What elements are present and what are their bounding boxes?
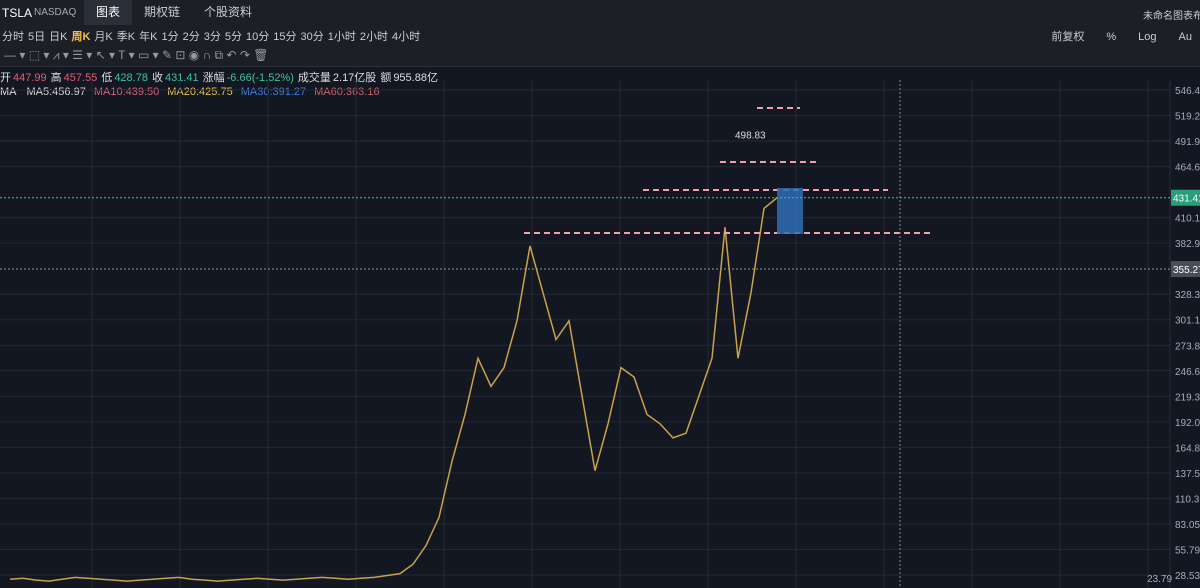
position-box <box>777 188 803 234</box>
y-tick-label: 491.95 <box>1175 137 1200 148</box>
last-price-label: 431.41 <box>1173 194 1200 205</box>
drawing-toolbar: — ▾ ⬚ ▾ ⩘ ▾ ☰ ▾ ↖ ▾ T ▾ ▭ ▾ ✎ ⊡ ◉ ∩ ⧉ ↶ … <box>0 44 1200 67</box>
quote-label: 收 <box>151 72 163 84</box>
last-price-tag <box>1171 189 1200 206</box>
tab[interactable]: 期权链 <box>144 5 181 19</box>
y-tick-label: 246.61 <box>1175 367 1200 378</box>
quote-label: 开 <box>0 72 11 84</box>
quote-value: 2.17亿股 <box>332 72 377 84</box>
high-label: 498.83 <box>735 131 766 142</box>
ma-line: MA MA5:456.97 MA10:439.50 MA20:425.75 MA30:3… <box>0 86 388 98</box>
y-tick-label: 55.79 <box>1175 545 1200 556</box>
period[interactable]: 年K <box>139 31 158 43</box>
y-tick-label: 192.09 <box>1175 418 1200 429</box>
period[interactable]: 日K <box>49 31 68 43</box>
low-label: 23.79 <box>1147 574 1172 585</box>
y-tick-label: 382.91 <box>1175 239 1200 250</box>
quote-label: 额 <box>380 72 392 84</box>
period[interactable]: 30分 <box>300 31 324 43</box>
period[interactable]: 1分 <box>161 31 179 43</box>
quote-value: 447.99 <box>13 72 47 84</box>
quote-line: 开 447.99 高 457.55 低 428.78 收 431.41 涨幅 -6.66(-1.5… <box>0 69 442 85</box>
tab[interactable]: 图表 <box>84 0 133 25</box>
quote-label: 高 <box>50 72 62 84</box>
y-tick-label: 328.39 <box>1175 290 1200 301</box>
cross-tag <box>1171 261 1200 278</box>
cross-label: 355.27 <box>1173 265 1200 276</box>
y-tick-label: 110.31 <box>1175 494 1200 505</box>
period[interactable]: 1小时 <box>327 31 356 43</box>
quote-value: -6.66(-1.52%) <box>226 72 294 84</box>
period-bar: 分时 5日 日K 周K 月K 季K 年K 1分 2分 3分 5分 10分 15分 30分 1小时 2小时 4小时… <box>0 25 1200 46</box>
y-tick-label: 273.87 <box>1175 341 1200 352</box>
period[interactable]: 2小时 <box>359 31 388 43</box>
y-tick-label: 164.83 <box>1175 443 1200 454</box>
period[interactable]: 季K <box>116 31 136 43</box>
ma-item: MA5:456.97 <box>26 86 86 98</box>
ma-item: MA30:391.27 <box>240 86 307 98</box>
ma-label: MA <box>0 86 17 98</box>
symbol: TSLA <box>2 6 33 20</box>
period[interactable]: 15分 <box>273 31 297 43</box>
right-tool[interactable]: Au <box>1178 31 1192 43</box>
quote-label: 涨幅 <box>202 72 225 84</box>
exchange: NASDAQ <box>34 7 77 18</box>
y-tick-label: 546.47 <box>1175 86 1200 97</box>
period[interactable]: 分时 <box>2 31 24 43</box>
tabs: 图表 期权链 个股资料 <box>84 0 264 25</box>
period[interactable]: 2分 <box>182 31 200 43</box>
y-tick-label: 519.21 <box>1175 112 1200 123</box>
y-tick-label: 219.35 <box>1175 392 1200 403</box>
y-tick-label: 464.69 <box>1175 163 1200 174</box>
ma-item: MA20:425.75 <box>167 86 233 98</box>
period[interactable]: 5分 <box>224 31 242 43</box>
quote-label: 低 <box>101 72 113 84</box>
period[interactable]: 10分 <box>245 31 270 43</box>
y-tick-label: 28.53 <box>1175 571 1200 582</box>
quote-label: 成交量 <box>297 72 331 84</box>
price-line <box>9 197 778 582</box>
right-tool[interactable]: 前复权 <box>1051 31 1085 43</box>
right-tool[interactable]: % <box>1106 31 1117 43</box>
quote-value: 955.88亿 <box>393 72 438 84</box>
y-tick-label: 83.05 <box>1175 520 1200 531</box>
quote-value: 457.55 <box>63 72 98 84</box>
period[interactable]: 月K <box>94 31 113 43</box>
ma-item: MA60:363.16 <box>314 86 380 98</box>
right-tools: 前复权% Log Au <box>1037 28 1200 44</box>
layout-name[interactable]: 未命名图表布... <box>1143 11 1200 22</box>
ma-item: MA10:439.50 <box>93 86 160 98</box>
period[interactable]: 4小时 <box>391 31 421 43</box>
period[interactable]: 3分 <box>203 31 221 43</box>
period[interactable]: 5日 <box>28 31 46 43</box>
chart: 546.47 519.21 491.95 464.69 410.17 382.91 328.… <box>0 80 1200 588</box>
y-tick-label: 137.57 <box>1175 469 1200 480</box>
quote-value: 431.41 <box>164 72 199 84</box>
top-bar: TSLA NASDAQ 图表期权链 个股资料 未命名图表布... <box>0 0 1200 26</box>
tool-icons[interactable]: — ▾ ⬚ ▾ ⩘ ▾ ☰ ▾ ↖ ▾ T ▾ ▭ ▾ ✎ ⊡ ◉ ∩ ⧉ ↶ … <box>4 48 269 62</box>
right-tool[interactable]: Log <box>1138 31 1157 43</box>
y-tick-label: 410.17 <box>1175 214 1200 225</box>
quote-value: 428.78 <box>114 72 148 84</box>
tab[interactable]: 个股资料 <box>204 5 253 19</box>
y-tick-label: 301.13 <box>1175 316 1200 327</box>
